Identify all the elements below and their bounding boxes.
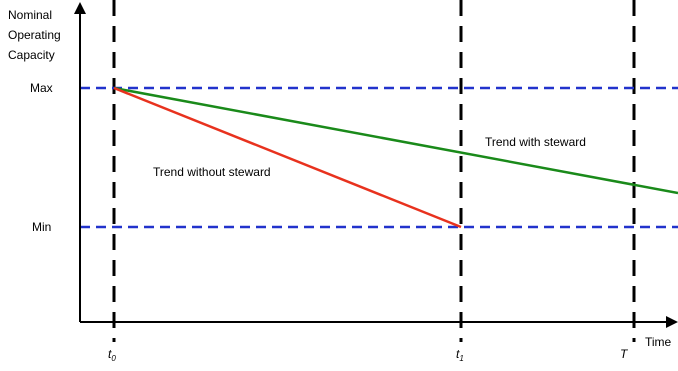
y-axis-label-line-2: Operating <box>8 28 61 42</box>
x-axis-label: Time <box>645 335 672 349</box>
t1-tick-subscript: 1 <box>459 354 463 363</box>
trend-with-steward-line <box>113 86 678 195</box>
y-axis-arrowhead <box>74 2 86 14</box>
t0-tick-base: t <box>108 347 112 361</box>
trend-without-steward-line <box>113 86 462 229</box>
max-level-label: Max <box>30 81 53 95</box>
t0-tick-subscript: 0 <box>111 354 116 363</box>
y-axis-label-line-1: Nominal <box>8 8 52 22</box>
t1-tick-label: t1 <box>456 347 464 363</box>
y-axis-label-line-3: Capacity <box>8 48 55 62</box>
min-level-label: Min <box>32 220 51 234</box>
t1-tick-base: t <box>456 347 460 361</box>
t0-tick-label: t0 <box>108 347 116 363</box>
trend-without-steward-label: Trend without steward <box>153 165 271 179</box>
T-tick-label: T <box>620 347 629 361</box>
T-tick-base: T <box>620 347 629 361</box>
x-axis-arrowhead <box>666 316 678 328</box>
trend-with-steward-label: Trend with steward <box>485 135 586 149</box>
